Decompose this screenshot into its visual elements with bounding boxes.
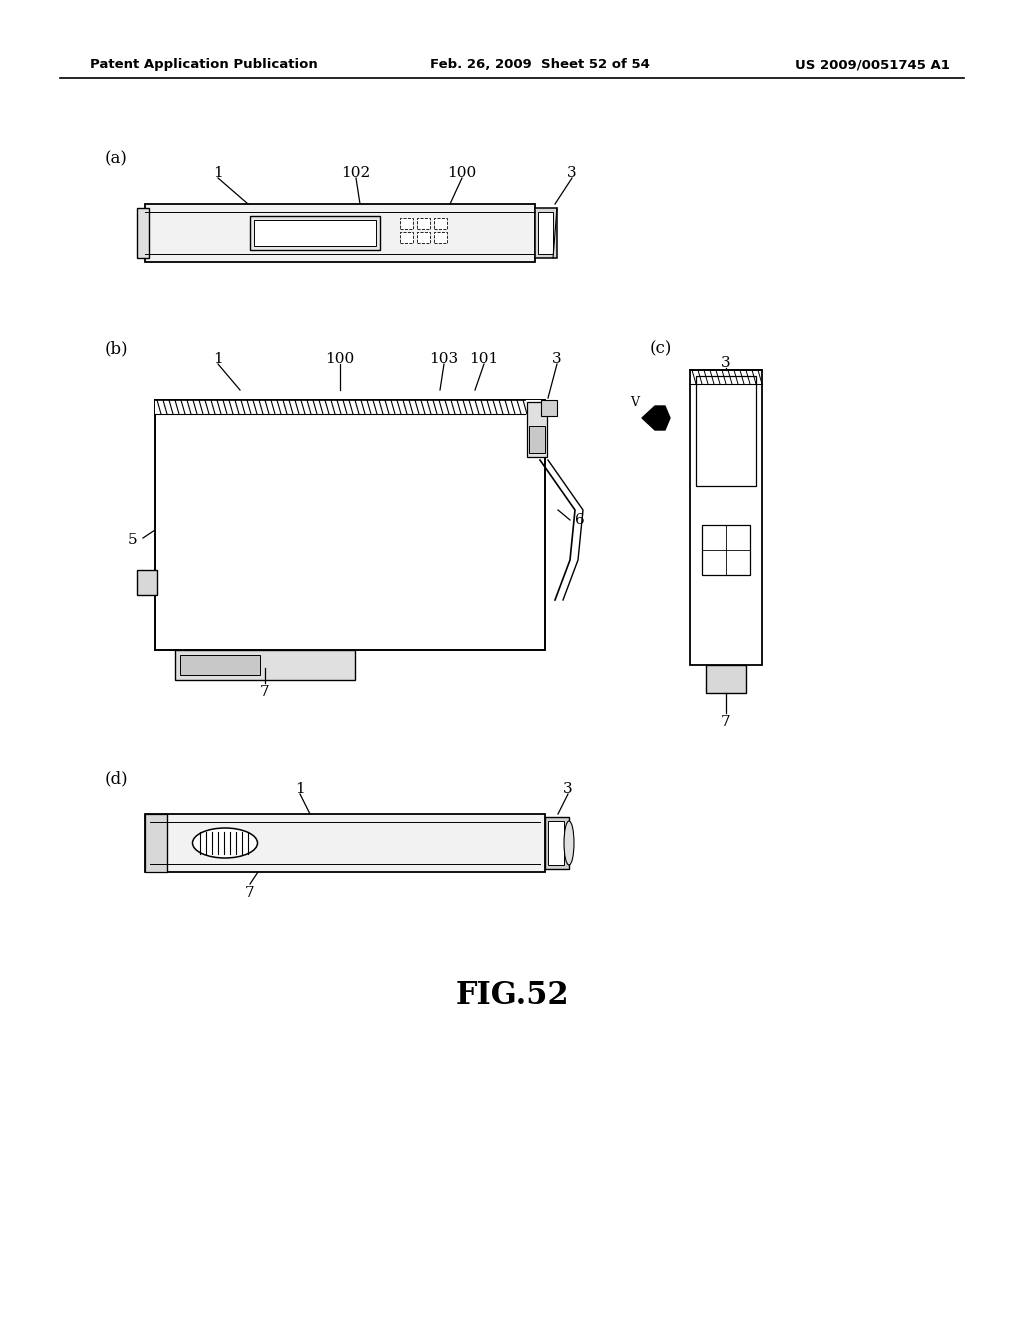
Bar [702, 525, 750, 576]
Text: V: V [631, 396, 640, 408]
Text: FIG.52: FIG.52 [456, 979, 568, 1011]
Bar [545, 817, 569, 869]
Bar [690, 370, 762, 665]
Text: 1: 1 [213, 166, 223, 180]
Bar [175, 649, 355, 680]
Bar [145, 205, 535, 261]
Bar [535, 209, 557, 257]
Text: 1: 1 [213, 352, 223, 366]
Ellipse shape [564, 821, 574, 865]
Bar [400, 232, 413, 243]
Polygon shape [642, 407, 670, 430]
Bar [155, 400, 545, 649]
Bar [417, 218, 430, 228]
Bar [145, 814, 167, 873]
Text: 7: 7 [260, 685, 269, 700]
Text: 7: 7 [245, 886, 255, 900]
Text: 101: 101 [469, 352, 499, 366]
Text: (b): (b) [105, 341, 129, 356]
Text: Patent Application Publication: Patent Application Publication [90, 58, 317, 71]
Bar [180, 655, 260, 675]
Text: 100: 100 [326, 352, 354, 366]
Bar [706, 665, 746, 693]
Text: (a): (a) [105, 150, 128, 168]
Bar [527, 403, 547, 457]
Text: 3: 3 [563, 781, 572, 796]
Bar [155, 400, 545, 414]
Text: 103: 103 [429, 352, 459, 366]
Bar [538, 213, 553, 253]
Bar [417, 232, 430, 243]
Text: 6: 6 [575, 513, 585, 527]
Bar [137, 209, 150, 257]
Text: Feb. 26, 2009  Sheet 52 of 54: Feb. 26, 2009 Sheet 52 of 54 [430, 58, 650, 71]
Text: 7: 7 [721, 715, 731, 729]
Text: 3: 3 [721, 356, 731, 370]
Bar [400, 218, 413, 228]
Text: 3: 3 [567, 166, 577, 180]
Text: 100: 100 [447, 166, 476, 180]
Text: 102: 102 [341, 166, 371, 180]
Text: US 2009/0051745 A1: US 2009/0051745 A1 [795, 58, 950, 71]
Text: (c): (c) [650, 341, 673, 356]
Text: 3: 3 [552, 352, 562, 366]
Bar [434, 218, 447, 228]
Bar [254, 220, 376, 246]
Ellipse shape [193, 828, 257, 858]
Bar [250, 216, 380, 249]
Bar [137, 570, 157, 595]
Text: 1: 1 [295, 781, 305, 796]
Bar [529, 426, 545, 453]
Bar [434, 232, 447, 243]
Bar [541, 400, 557, 416]
Text: 5: 5 [128, 533, 138, 546]
Bar [145, 814, 545, 873]
Text: (d): (d) [105, 770, 129, 787]
Bar [696, 376, 756, 486]
Bar [548, 821, 564, 865]
